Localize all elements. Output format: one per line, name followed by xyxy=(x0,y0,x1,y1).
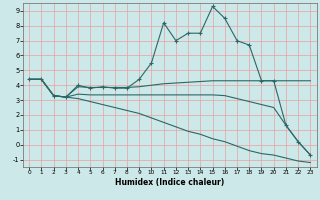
X-axis label: Humidex (Indice chaleur): Humidex (Indice chaleur) xyxy=(115,178,224,187)
